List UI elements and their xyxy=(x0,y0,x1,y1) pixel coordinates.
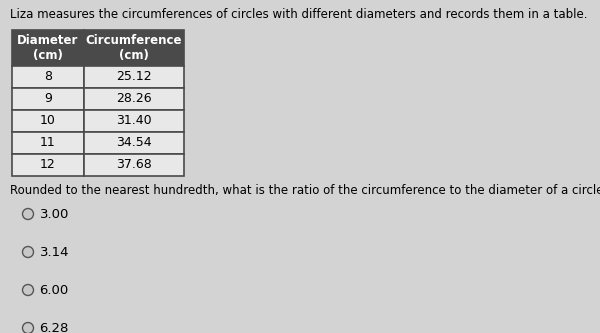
Text: 8: 8 xyxy=(44,71,52,84)
Circle shape xyxy=(23,322,34,333)
Text: 34.54: 34.54 xyxy=(116,137,152,150)
Text: 37.68: 37.68 xyxy=(116,159,152,171)
Text: 9: 9 xyxy=(44,93,52,106)
Bar xyxy=(84,30,184,66)
Text: Liza measures the circumferences of circles with different diameters and records: Liza measures the circumferences of circ… xyxy=(10,8,587,21)
Circle shape xyxy=(23,246,34,257)
Bar xyxy=(12,66,84,88)
Bar xyxy=(12,154,84,176)
Bar xyxy=(84,66,184,88)
Bar xyxy=(84,110,184,132)
Text: 12: 12 xyxy=(40,159,56,171)
Bar xyxy=(84,154,184,176)
Text: 31.40: 31.40 xyxy=(116,115,152,128)
Text: 6.00: 6.00 xyxy=(40,283,69,296)
Text: 25.12: 25.12 xyxy=(116,71,152,84)
Text: Diameter
(cm): Diameter (cm) xyxy=(17,34,79,63)
Text: Rounded to the nearest hundredth, what is the ratio of the circumference to the : Rounded to the nearest hundredth, what i… xyxy=(10,184,600,197)
Circle shape xyxy=(23,208,34,219)
Bar xyxy=(12,110,84,132)
Bar xyxy=(84,88,184,110)
Text: 3.14: 3.14 xyxy=(40,245,69,258)
Bar xyxy=(84,132,184,154)
Circle shape xyxy=(23,284,34,295)
Bar xyxy=(12,132,84,154)
Bar xyxy=(12,88,84,110)
Text: 3.00: 3.00 xyxy=(40,207,69,220)
Text: 10: 10 xyxy=(40,115,56,128)
Text: Circumference
(cm): Circumference (cm) xyxy=(86,34,182,63)
Text: 28.26: 28.26 xyxy=(116,93,152,106)
Text: 11: 11 xyxy=(40,137,56,150)
Bar xyxy=(12,30,84,66)
Text: 6.28: 6.28 xyxy=(40,321,69,333)
